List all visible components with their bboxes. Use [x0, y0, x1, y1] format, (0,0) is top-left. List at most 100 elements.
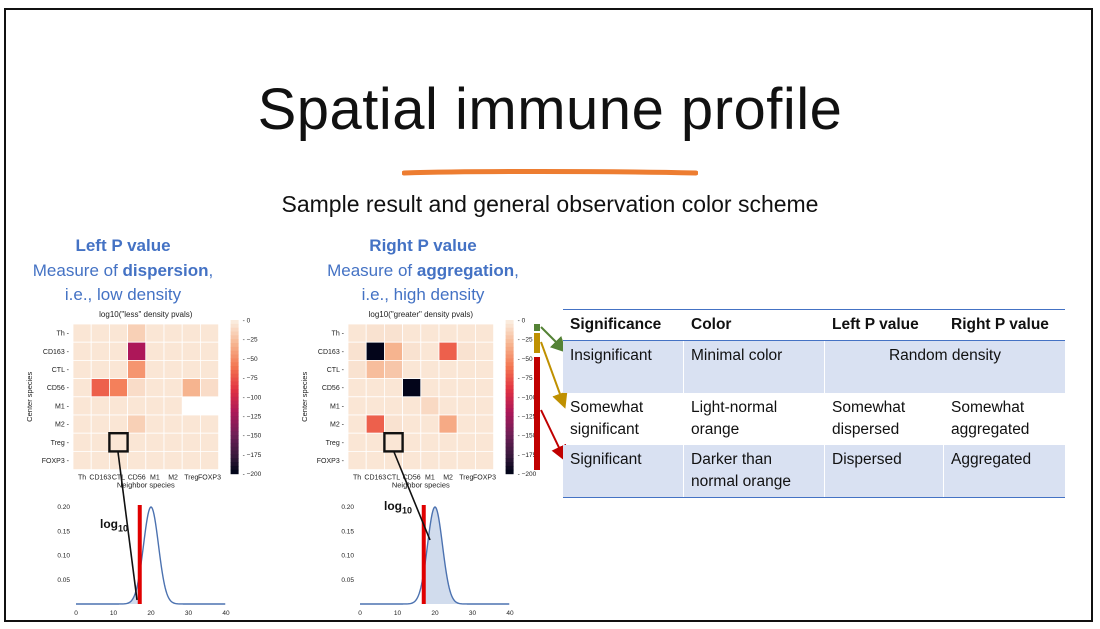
right-colorbar-segment — [505, 335, 514, 340]
left-colorbar-segment — [230, 442, 239, 448]
header-right-p: Right P value — [943, 309, 1065, 341]
right-colorbar-segment — [505, 366, 514, 371]
right-density-xtick: 30 — [469, 610, 477, 617]
right-colorbar-segment — [505, 427, 514, 432]
left-density-ytick: 0.15 — [57, 528, 70, 535]
left-density-shaded — [76, 572, 140, 604]
left-colorbar-tick: - −50 — [243, 356, 258, 363]
right-caption-line2-bold: aggregation — [416, 260, 515, 280]
right-ytick-label: FOXP3 - — [317, 458, 345, 465]
right-colorbar-segment — [505, 377, 514, 383]
left-ytick-label: CD56 - — [47, 385, 70, 392]
left-colorbar-segment — [230, 458, 239, 463]
table-row: Somewhat significant Light-normal orange… — [563, 392, 1065, 445]
right-density-ytick: 0.15 — [341, 528, 354, 535]
left-colorbar-segment — [230, 335, 239, 340]
right-heatmap-title: log10("greater" density pvals) — [369, 310, 474, 319]
left-colorbar-tick: - −175 — [243, 452, 262, 459]
right-colorbar-segment — [505, 462, 514, 467]
left-xtick-label: M1 — [150, 475, 160, 482]
left-density-xtick: 30 — [185, 610, 193, 617]
right-colorbar-segment — [505, 346, 514, 352]
right-colorbar-segment — [505, 412, 514, 417]
left-ytick-label: Th - — [57, 331, 70, 338]
right-colorbar-segment — [505, 373, 514, 379]
right-yaxis-label: Center species — [300, 372, 309, 422]
left-colorbar-segment — [230, 343, 239, 348]
left-colorbar-segment — [230, 358, 239, 363]
right-xtick-label: CD163 — [364, 475, 386, 482]
left-yaxis-label: Center species — [25, 372, 34, 422]
right-colorbar-tick: - −25 — [518, 337, 533, 344]
right-density-xtick: 40 — [506, 610, 514, 617]
right-colorbar-segment — [505, 396, 514, 402]
left-density-xtick: 40 — [222, 610, 230, 617]
right-density-ytick: 0.10 — [341, 553, 354, 560]
left-density-curve — [76, 506, 226, 605]
right-caption-line3: i.e., high density — [361, 285, 485, 304]
left-colorbar-segment — [230, 450, 239, 455]
left-xtick-label: FOXP3 — [198, 475, 221, 482]
left-colorbar-segment — [230, 392, 239, 398]
left-log-sub: 10 — [118, 523, 129, 534]
right-ytick-label: Treg - — [326, 440, 345, 447]
right-xtick-label: FOXP3 — [473, 475, 496, 482]
left-xtick-label: Th — [78, 475, 86, 482]
header-left-p: Left P value — [824, 309, 944, 341]
left-colorbar-tick: - −25 — [243, 337, 258, 344]
right-density-xtick: 20 — [431, 610, 439, 617]
left-colorbar-segment — [230, 385, 239, 390]
left-colorbar-segment — [230, 404, 239, 409]
right-colorbar-segment — [505, 439, 514, 444]
table-row: Significant Darker than normal orange Di… — [563, 444, 1065, 498]
right-colorbar-segment — [505, 465, 514, 471]
right-ytick-label: Th - — [332, 331, 345, 338]
right-colorbar-segment — [505, 431, 514, 436]
left-ytick-label: CD163 - — [43, 349, 70, 356]
right-colorbar-tick: - −150 — [518, 433, 537, 440]
left-colorbar-segment — [230, 373, 239, 379]
left-colorbar-segment — [230, 350, 239, 356]
right-log-sub: 10 — [402, 505, 413, 516]
left-colorbar-segment — [230, 339, 239, 344]
right-colorbar-segment — [505, 350, 514, 356]
right-colorbar-tick: - −75 — [518, 375, 533, 382]
left-colorbar-segment — [230, 431, 239, 436]
right-colorbar-segment — [505, 389, 514, 394]
left-colorbar-segment — [230, 396, 239, 402]
left-heatmap-svg: log10("less" density pvals) Th - CD163 - CT… — [25, 310, 262, 490]
right-colorbar-segment — [505, 327, 514, 333]
left-xaxis-label: Neighbor species — [117, 481, 175, 490]
right-colorbar-tick: - −200 — [518, 471, 537, 478]
right-colorbar-segment — [505, 442, 514, 448]
left-caption-line2: Measure of dispersion, — [0, 259, 263, 284]
left-colorbar-segment — [230, 377, 239, 383]
left-colorbar-segment — [230, 320, 239, 325]
left-colorbar-segment — [230, 439, 239, 444]
left-density-ytick: 0.10 — [57, 553, 70, 560]
right-heatmap-svg: log10("greater" density pvals) Th - CD163 … — [300, 310, 537, 490]
right-colorbar-tick: - −50 — [518, 356, 533, 363]
right-ytick-label: CD56 - — [322, 385, 345, 392]
left-density-xtick: 0 — [74, 610, 78, 617]
right-caption-head: Right P value — [369, 236, 477, 255]
left-caption-head: Left P value — [75, 236, 171, 255]
right-colorbar-tick: - 0 — [518, 318, 526, 325]
left-xtick-label: CTL — [112, 475, 125, 482]
left-caption-line3: i.e., low density — [64, 285, 182, 304]
bracket-somewhat — [534, 333, 540, 353]
right-colorbar-segment — [505, 358, 514, 363]
left-caption-line2-pre: Measure of — [32, 260, 123, 280]
left-heatmap-cell — [199, 378, 219, 398]
left-colorbar-tick: - 0 — [243, 318, 251, 325]
left-density-ytick: 0.20 — [57, 504, 70, 511]
right-colorbar-segment — [505, 435, 514, 440]
left-colorbar-segment — [230, 423, 239, 429]
right-density-curve — [360, 506, 510, 605]
right-colorbar-segment — [505, 400, 514, 406]
right-colorbar-tick: - −125 — [518, 414, 537, 421]
title-underline — [402, 169, 698, 176]
